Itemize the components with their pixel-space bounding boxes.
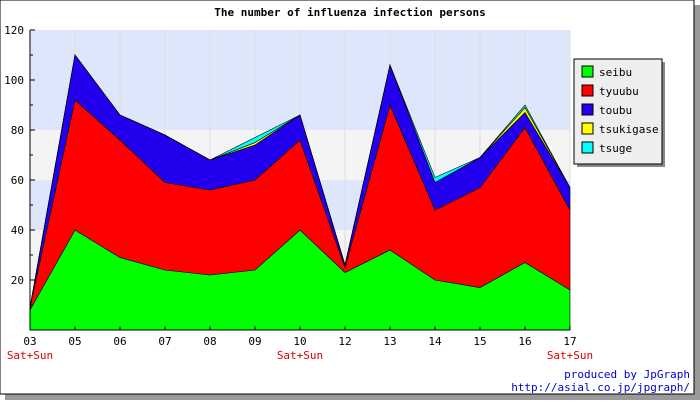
- x-tick-label: 03: [23, 335, 36, 348]
- footer-credit: produced by JpGraph: [564, 368, 690, 381]
- legend-swatch-toubu: [581, 103, 594, 116]
- legend-label-seibu: seibu: [599, 66, 632, 79]
- x-tick-label: 09: [248, 335, 261, 348]
- x-tick-label: 12: [338, 335, 351, 348]
- area-series-tsuge: [29, 54, 571, 308]
- y-tick-label: 100: [4, 74, 24, 87]
- legend-swatch-seibu: [581, 65, 594, 78]
- axes: [29, 29, 571, 331]
- x-tick-label: 16: [518, 335, 531, 348]
- x-tick-label: 17: [563, 335, 576, 348]
- legend-label-toubu: toubu: [599, 104, 632, 117]
- legend-label-tyuubu: tyuubu: [599, 85, 639, 98]
- x-tick-label: 13: [383, 335, 396, 348]
- x-tick-label: 05: [68, 335, 81, 348]
- series-areas: [29, 54, 571, 331]
- legend: seibu tyuubu toubu tsukigase tsuge: [573, 58, 665, 167]
- y-tick-label: 120: [4, 24, 24, 37]
- weekend-label: Sat+Sun: [277, 349, 323, 362]
- weekend-label: Sat+Sun: [547, 349, 593, 362]
- legend-swatch-tsuge: [581, 141, 594, 154]
- legend-swatch-tsukigase: [581, 122, 594, 135]
- legend-label-tsukigase: tsukigase: [599, 123, 659, 136]
- x-tick-label: 08: [203, 335, 216, 348]
- y-tick-label: 40: [11, 224, 24, 237]
- weekend-label: Sat+Sun: [7, 349, 53, 362]
- x-tick-label: 14: [428, 335, 442, 348]
- y-tick-label: 80: [11, 124, 24, 137]
- y-tick-label: 20: [11, 274, 24, 287]
- legend-swatch-tyuubu: [581, 84, 594, 97]
- footer-url: http://asial.co.jp/jpgraph/: [511, 381, 690, 394]
- x-tick-label: 07: [158, 335, 171, 348]
- x-tick-label: 15: [473, 335, 486, 348]
- x-tick-label: 10: [293, 335, 306, 348]
- chart-title: The number of influenza infection person…: [214, 6, 486, 19]
- y-tick-labels: 20 40 60 80 100 120: [4, 24, 24, 287]
- legend-label-tsuge: tsuge: [599, 142, 632, 155]
- y-tick-label: 60: [11, 174, 24, 187]
- x-tick-label: 06: [113, 335, 126, 348]
